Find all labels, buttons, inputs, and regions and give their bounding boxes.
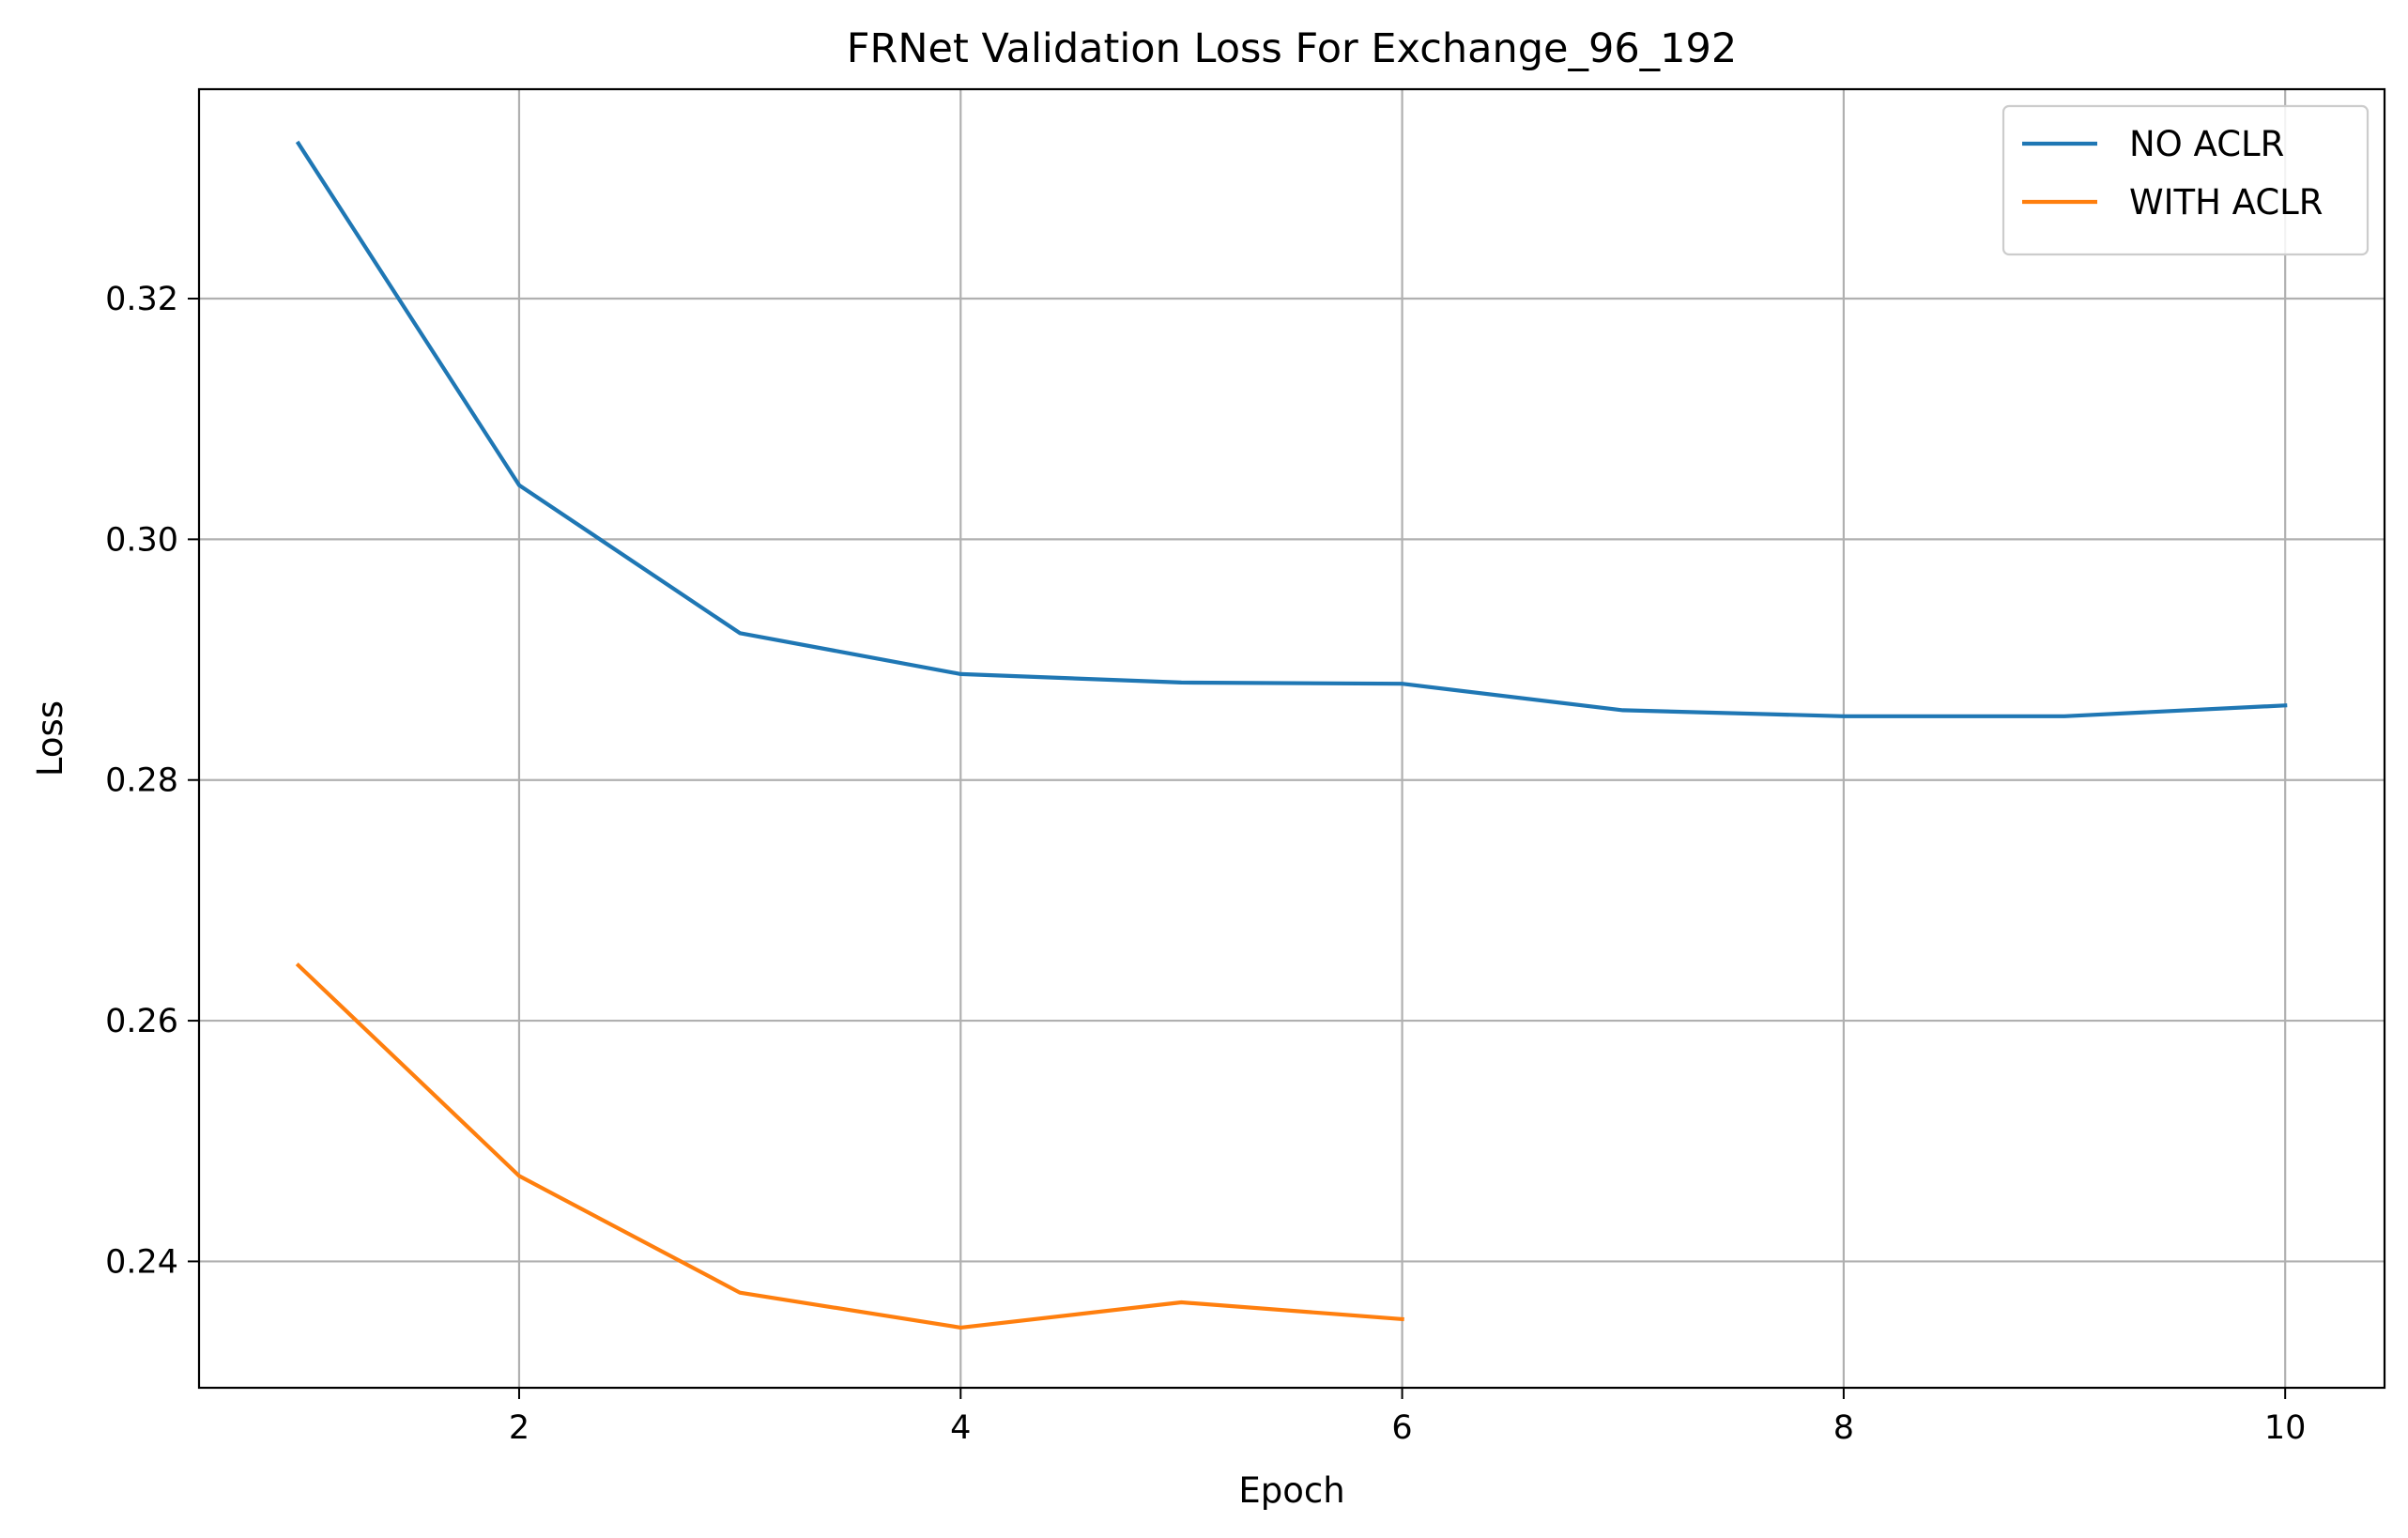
x-tick-label: 8: [1833, 1409, 1854, 1447]
x-axis-label: Epoch: [1238, 1470, 1344, 1511]
legend: NO ACLR WITH ACLR: [2002, 104, 2370, 256]
x-axis: 2 4 6 8 10: [509, 1388, 2307, 1447]
x-tick-label: 2: [509, 1409, 529, 1447]
plot-frame: [197, 87, 2386, 1390]
y-tick-label: 0.32: [105, 281, 178, 318]
y-axis-label: Loss: [30, 700, 70, 777]
x-tick-label: 6: [1391, 1409, 1412, 1447]
series-line-1: [295, 140, 2288, 718]
y-tick-label: 0.30: [105, 521, 178, 559]
legend-label: WITH ACLR: [2129, 182, 2324, 223]
series-group: [295, 140, 2288, 1330]
x-tick-label: 10: [2264, 1409, 2307, 1447]
chart-title: FRNet Validation Loss For Exchange_96_19…: [847, 25, 1738, 72]
y-tick-label: 0.26: [105, 1003, 178, 1040]
x-tick-label: 4: [950, 1409, 971, 1447]
series-line-2: [295, 962, 1404, 1330]
y-tick-label: 0.28: [105, 762, 178, 800]
grid: [199, 89, 2385, 1388]
legend-label: NO ACLR: [2129, 124, 2284, 164]
y-tick-label: 0.24: [105, 1243, 178, 1281]
y-axis: 0.24 0.26 0.28 0.30 0.32: [105, 281, 199, 1281]
